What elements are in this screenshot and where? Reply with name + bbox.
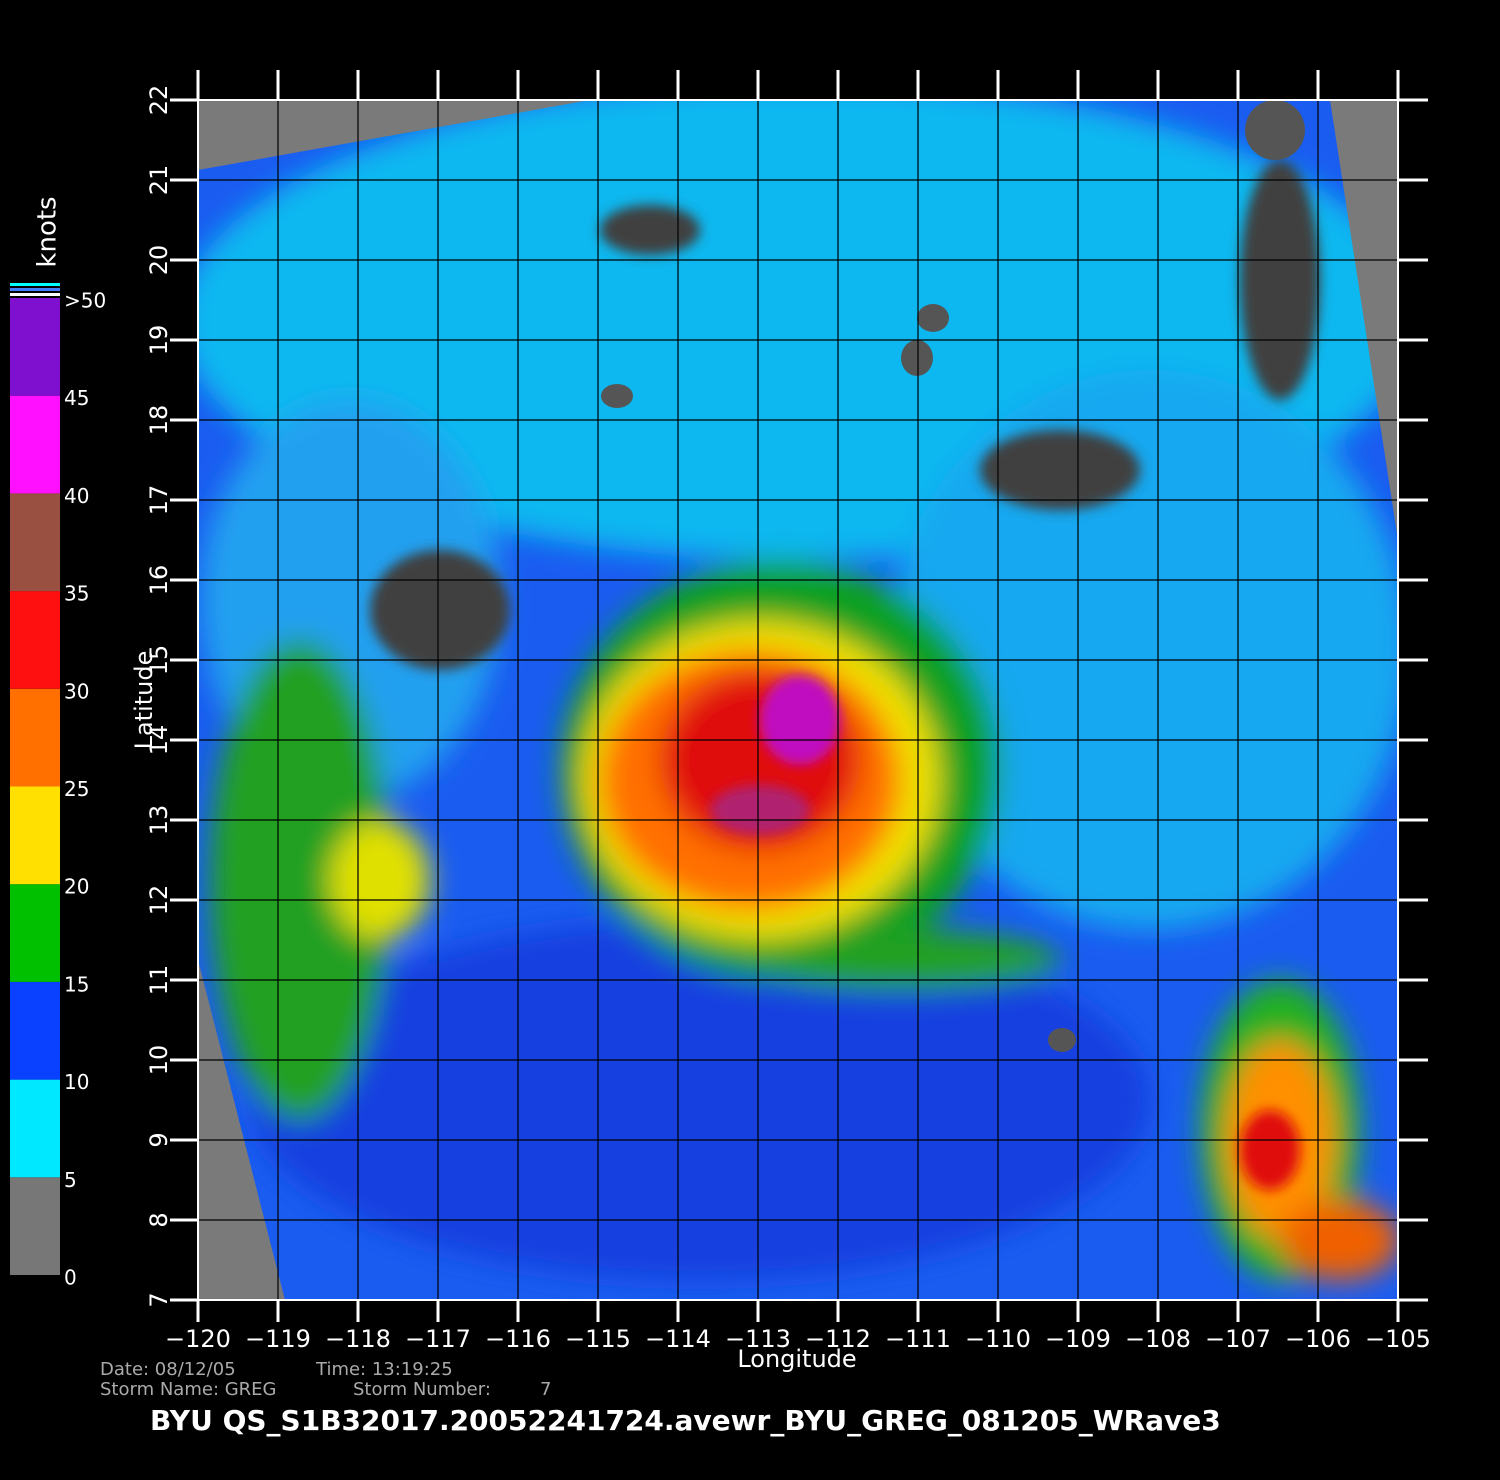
colorbar-cap [10,293,60,296]
y-tick-label: 18 [145,405,173,436]
y-tick-label: 11 [145,965,173,996]
x-tick-label: −119 [245,1325,311,1353]
y-tick-label: 22 [145,85,173,116]
colorbar-tick-label: >50 [64,289,106,313]
x-tick-label: −105 [1365,1325,1431,1353]
x-axis-label: Longitude [737,1345,856,1373]
colorbar-segment [10,688,60,787]
y-tick-label: 21 [145,165,173,196]
x-tick-label: −112 [805,1325,871,1353]
colorbar-tick-label: 35 [64,582,89,606]
x-tick-label: −107 [1205,1325,1271,1353]
y-tick-label: 12 [145,885,173,916]
colorbar-cap [10,283,60,286]
colorbar-title: knots [33,196,63,267]
footer-time: Time: 13:19:25 [315,1359,453,1380]
x-tick-label: −110 [965,1325,1031,1353]
x-tick-label: −113 [725,1325,791,1353]
colorbar-segment [10,395,60,494]
x-tick-label: −120 [165,1325,231,1353]
colorbar-segment [10,591,60,689]
colorbar-tick-label: 30 [64,679,89,703]
colorbar-tick-label: 25 [64,777,89,801]
colorbar-segment [10,298,60,396]
x-tick-label: −111 [885,1325,951,1353]
y-tick-label: 9 [145,1132,173,1147]
colorbar-segment [10,493,60,592]
x-tick-label: −117 [405,1325,471,1353]
y-tick-label: 14 [145,725,173,756]
axes: −120 −119 −118 −117 −116 −115 −114 −113 −112 −111… [145,70,1431,1353]
wind-field [198,100,1398,1300]
y-tick-label: 13 [145,805,173,836]
y-tick-label: 7 [145,1292,173,1307]
colorbar-segment [10,884,60,982]
footer-date: Date: 08/12/05 [100,1359,236,1380]
footer-storm-number: 7 [540,1379,551,1400]
y-tick-label: 8 [145,1212,173,1227]
y-tick-label: 15 [145,645,173,676]
y-tick-label: 17 [145,485,173,516]
colorbar-tick-label: 15 [64,972,89,996]
colorbar-segment [10,786,60,885]
footer-storm-name: Storm Name: GREG [100,1379,277,1400]
x-tick-label: −116 [485,1325,551,1353]
footer-storm-number-label: Storm Number: [353,1379,491,1400]
colorbar-tick-label: 5 [64,1168,77,1192]
plot-frame [197,99,1399,1301]
x-tick-label: −106 [1285,1325,1351,1353]
colorbar-tick-label: 0 [64,1266,77,1290]
x-tick-label: −108 [1125,1325,1191,1353]
x-tick-label: −115 [565,1325,631,1353]
colorbar-tick-label: 10 [64,1070,89,1094]
footer-file: BYU QS_S1B32017.20052241724.avewr_BYU_GR… [150,1404,1221,1437]
y-tick-label: 20 [145,245,173,276]
colorbar-segment [10,1079,60,1178]
y-tick-label: 19 [145,325,173,356]
x-tick-label: −114 [645,1325,711,1353]
colorbar: 0 5 10 15 20 25 30 35 40 45 >50 [10,283,106,1290]
colorbar-segment [10,981,60,1080]
colorbar-tick-label: 20 [64,875,89,899]
x-tick-label: −118 [325,1325,391,1353]
colorbar-tick-label: 45 [64,386,89,410]
colorbar-cap [10,288,60,291]
y-tick-label: 10 [145,1045,173,1076]
y-axis-label: Latitude [130,651,158,750]
y-tick-label: 16 [145,565,173,596]
colorbar-tick-label: 40 [64,484,89,508]
colorbar-segment [10,1177,60,1275]
x-tick-label: −109 [1045,1325,1111,1353]
